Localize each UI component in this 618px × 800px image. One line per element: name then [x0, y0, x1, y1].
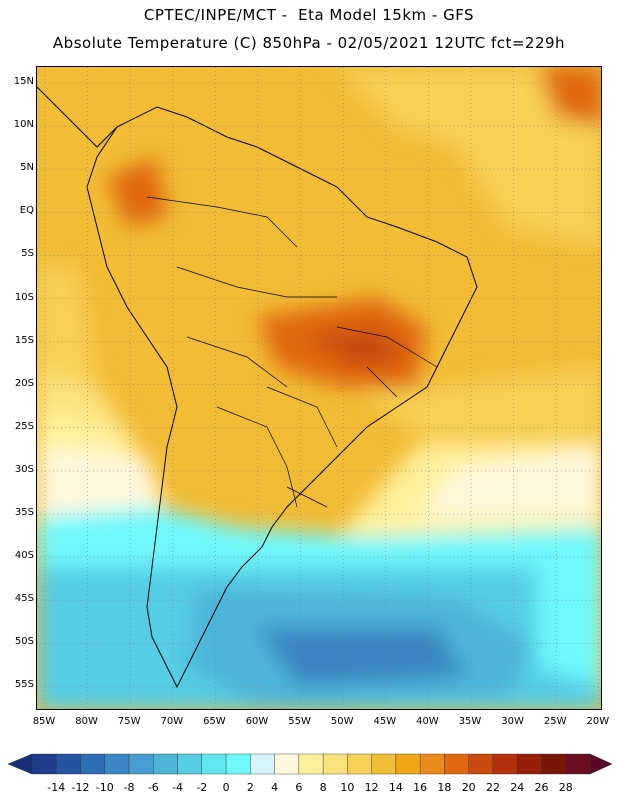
map-title: CPTEC/INPE/MCT - Eta Model 15km - GFS — [143, 6, 475, 24]
lat-label: 50S — [14, 636, 34, 648]
colorbar-swatch — [444, 753, 469, 775]
colorbar-swatch — [347, 753, 372, 775]
colorbar-max-arrow — [589, 753, 613, 775]
lat-label: 30S — [14, 463, 34, 475]
colorbar-swatch — [56, 753, 81, 775]
colorbar-swatch — [298, 753, 324, 775]
colorbar-label: 16 — [413, 781, 428, 794]
central-america-coast — [37, 86, 118, 148]
lat-label: 55S — [14, 679, 34, 691]
colorbar-swatch — [419, 753, 445, 775]
lon-label: 25W — [543, 716, 567, 727]
lon-label: 85W — [32, 716, 56, 727]
lon-label: 65W — [203, 716, 226, 727]
lon-label: 50W — [330, 716, 354, 727]
lon-label: 35W — [458, 716, 482, 727]
lon-label: 60W — [245, 716, 269, 727]
colorbar-label: -10 — [95, 781, 114, 794]
colorbar-swatch — [250, 753, 275, 775]
lon-label: 45W — [373, 716, 397, 727]
colorbar-swatch — [541, 753, 566, 775]
colorbar-label: -2 — [196, 781, 208, 794]
colorbar-swatch — [201, 753, 227, 775]
lon-label: 55W — [288, 716, 311, 727]
colorbar-label: 22 — [485, 781, 500, 794]
colorbar-swatch — [468, 753, 494, 775]
colorbar-label: -12 — [71, 781, 90, 794]
colorbar-swatch — [153, 753, 178, 775]
map-subtitle: Absolute Temperature (C) 850hPa - 02/05/… — [52, 34, 566, 52]
colorbar-label: 12 — [364, 781, 379, 794]
coastline — [86, 106, 478, 689]
colorbar-label: 10 — [340, 781, 355, 794]
colorbar-label: 18 — [437, 781, 452, 794]
lat-label: 20S — [14, 377, 34, 389]
lon-label: 80W — [75, 716, 98, 727]
colorbar-swatch — [31, 753, 57, 775]
colorbar-label: 8 — [319, 781, 327, 794]
colorbar-label: -6 — [147, 781, 159, 794]
lon-label: 30W — [501, 716, 524, 727]
colorbar-label: 2 — [246, 781, 254, 794]
lat-label: 15N — [13, 76, 34, 87]
colorbar-swatch — [80, 753, 105, 775]
lat-label: 5N — [20, 162, 34, 174]
colorbar-label: 6 — [295, 781, 303, 794]
colorbar-label: 14 — [388, 781, 403, 794]
temperature-map — [36, 66, 602, 710]
colorbar-swatch — [177, 753, 203, 775]
colorbar-swatch — [395, 753, 421, 775]
colorbar-label: -8 — [123, 781, 135, 794]
lat-label: 15S — [14, 334, 34, 346]
lat-label: 25S — [14, 420, 34, 432]
colorbar-label: 20 — [461, 781, 476, 794]
lon-label: 20W — [586, 716, 610, 727]
colorbar-swatch — [565, 753, 591, 775]
colorbar-swatch — [274, 753, 300, 775]
colorbar-swatch — [128, 753, 154, 775]
lon-label: 40W — [416, 716, 439, 727]
lat-label: EQ — [19, 205, 34, 217]
lat-label: 40S — [14, 550, 34, 562]
graticule — [37, 67, 601, 709]
colorbar-label: 28 — [558, 781, 573, 794]
colorbar-swatch — [225, 753, 251, 775]
colorbar-swatch — [104, 753, 130, 775]
lon-label: 70W — [160, 716, 184, 727]
lat-label: 10N — [13, 119, 34, 131]
lat-label: 10S — [14, 291, 34, 303]
colorbar-swatch — [492, 753, 518, 775]
colorbar-label: 0 — [222, 781, 230, 794]
colorbar-min-arrow — [7, 753, 33, 775]
colorbar-label: -4 — [172, 781, 184, 794]
colorbar-label: 4 — [271, 781, 279, 794]
lat-label: 45S — [14, 593, 34, 605]
colorbar-label: 24 — [510, 781, 525, 794]
colorbar — [7, 753, 613, 775]
lat-label: 35S — [14, 507, 34, 518]
temperature-field — [37, 67, 601, 709]
colorbar-label: -14 — [47, 781, 66, 794]
lon-label: 75W — [117, 716, 141, 727]
colorbar-swatch — [371, 753, 397, 775]
colorbar-swatch — [322, 753, 348, 775]
colorbar-label: 26 — [534, 781, 549, 794]
lat-label: 5S — [21, 248, 34, 260]
colorbar-swatch — [517, 753, 542, 775]
